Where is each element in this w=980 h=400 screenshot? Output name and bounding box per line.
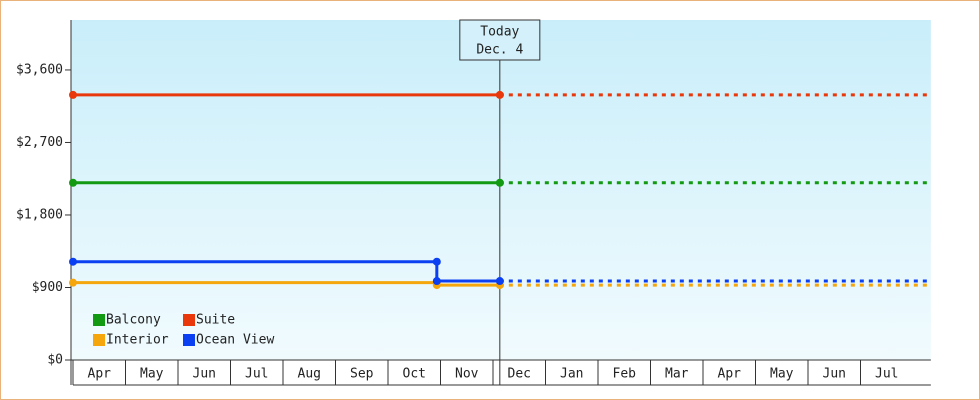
legend-swatch (93, 314, 105, 326)
x-tick-label: Jan (560, 367, 583, 382)
point (432, 257, 441, 266)
x-tick-label: Feb (613, 367, 637, 382)
point (495, 90, 504, 99)
point (495, 277, 504, 286)
x-tick-label: Jun (193, 367, 216, 382)
point (495, 178, 504, 187)
legend-label: Balcony (106, 313, 161, 328)
legend-swatch (183, 334, 195, 346)
x-tick-label: May (140, 367, 164, 382)
x-tick-label: Mar (665, 367, 689, 382)
legend-label: Interior (106, 333, 169, 348)
y-tick-label: $2,700 (16, 135, 63, 150)
x-tick-label: Jun (823, 367, 846, 382)
point (69, 278, 77, 287)
x-tick-label: Jul (875, 367, 898, 382)
plot-area (71, 20, 931, 360)
x-tick-label: May (770, 367, 794, 382)
legend-swatch (183, 314, 195, 326)
x-tick-label: Nov (455, 367, 479, 382)
today-label: Dec. 4 (476, 43, 523, 58)
legend-label: Suite (196, 313, 235, 328)
today-box (459, 19, 541, 61)
x-tick-label: Dec (508, 367, 531, 382)
series-line (73, 260, 500, 283)
y-tick-label: $3,600 (16, 62, 63, 77)
point (432, 277, 441, 286)
x-tick-label: Jul (245, 367, 268, 382)
point (69, 90, 77, 99)
x-tick-label: Oct (403, 367, 426, 382)
x-tick-label: Sep (350, 367, 374, 382)
x-tick-label: Apr (718, 367, 742, 382)
x-tick-label: Aug (298, 367, 321, 382)
y-tick-label: $900 (32, 280, 63, 295)
x-tick-label: Apr (88, 367, 112, 382)
y-tick-label: $0 (47, 353, 63, 368)
today-label: Today (480, 25, 519, 40)
legend-swatch (93, 334, 105, 346)
point (69, 257, 77, 266)
y-tick-label: $1,800 (16, 207, 63, 222)
legend-label: Ocean View (196, 333, 274, 348)
point (69, 178, 77, 187)
